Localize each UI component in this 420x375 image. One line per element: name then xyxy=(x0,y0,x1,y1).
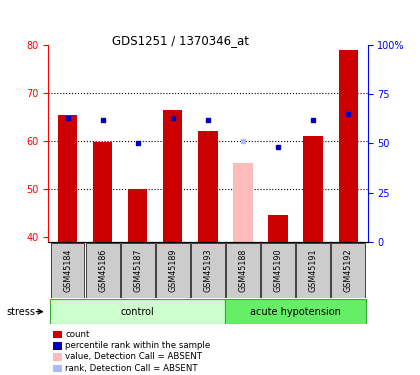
Text: GSM45184: GSM45184 xyxy=(63,249,72,292)
Text: GSM45192: GSM45192 xyxy=(344,249,353,292)
Bar xyxy=(304,136,323,242)
Text: control: control xyxy=(121,307,155,316)
Bar xyxy=(226,243,260,298)
Bar xyxy=(339,50,358,242)
Text: percentile rank within the sample: percentile rank within the sample xyxy=(65,341,210,350)
Bar xyxy=(163,110,182,242)
Bar xyxy=(58,115,77,242)
Text: GSM45191: GSM45191 xyxy=(309,249,318,292)
Bar xyxy=(50,299,226,324)
Bar xyxy=(261,243,295,298)
Bar xyxy=(191,243,225,298)
Text: GSM45188: GSM45188 xyxy=(239,249,247,292)
Text: acute hypotension: acute hypotension xyxy=(250,307,341,316)
Bar xyxy=(93,142,112,242)
Text: stress: stress xyxy=(6,307,35,317)
Text: value, Detection Call = ABSENT: value, Detection Call = ABSENT xyxy=(65,352,202,362)
Bar xyxy=(121,243,155,298)
Text: rank, Detection Call = ABSENT: rank, Detection Call = ABSENT xyxy=(65,364,198,373)
Text: GSM45187: GSM45187 xyxy=(133,249,142,292)
Text: count: count xyxy=(65,330,89,339)
Bar xyxy=(234,163,252,242)
Bar xyxy=(296,243,330,298)
Bar xyxy=(331,243,365,298)
Bar xyxy=(86,243,120,298)
Text: GSM45186: GSM45186 xyxy=(98,249,107,292)
Text: GSM45190: GSM45190 xyxy=(273,249,283,292)
Bar xyxy=(226,299,366,324)
Text: GSM45189: GSM45189 xyxy=(168,249,177,292)
Text: GSM45193: GSM45193 xyxy=(203,249,213,292)
Bar xyxy=(198,131,218,242)
Bar xyxy=(268,216,288,242)
Bar xyxy=(128,189,147,242)
Bar xyxy=(51,243,84,298)
Text: GDS1251 / 1370346_at: GDS1251 / 1370346_at xyxy=(112,34,249,47)
Bar xyxy=(156,243,190,298)
